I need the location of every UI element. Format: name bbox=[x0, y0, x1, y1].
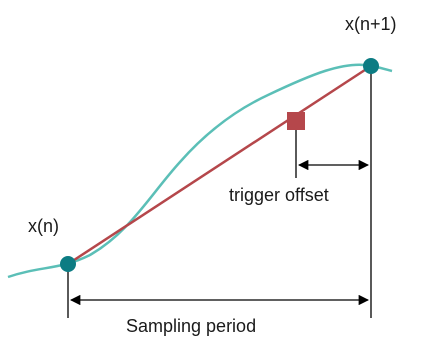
sample-point-end bbox=[363, 58, 379, 74]
trigger-offset-label: trigger offset bbox=[229, 185, 329, 205]
sampling-period-label: Sampling period bbox=[126, 316, 256, 336]
interpolation-line bbox=[67, 64, 372, 266]
point-start-label: x(n) bbox=[28, 216, 59, 236]
signal-curve bbox=[7, 63, 393, 279]
sample-point-start bbox=[60, 256, 76, 272]
point-end-label: x(n+1) bbox=[345, 14, 397, 34]
trigger-marker bbox=[287, 112, 305, 130]
